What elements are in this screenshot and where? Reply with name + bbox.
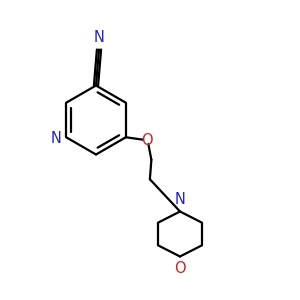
Text: N: N	[94, 30, 104, 45]
Text: O: O	[174, 261, 186, 276]
Text: N: N	[50, 131, 61, 146]
Text: N: N	[175, 192, 185, 207]
Text: O: O	[141, 133, 153, 148]
